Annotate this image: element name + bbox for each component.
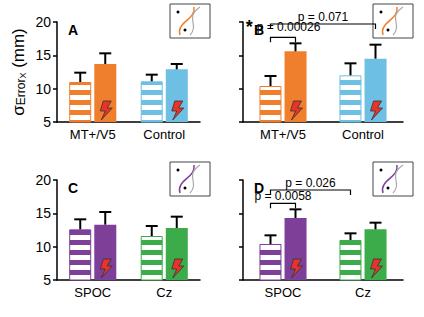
svg-text:C: C [68, 180, 78, 196]
svg-text:*: * [246, 17, 253, 37]
svg-text:Cz: Cz [156, 285, 172, 300]
svg-text:15: 15 [35, 205, 51, 221]
svg-text:20: 20 [35, 172, 51, 188]
svg-text:Control: Control [143, 127, 185, 142]
svg-text:10: 10 [35, 239, 51, 255]
svg-text:Error: Error [14, 79, 28, 106]
svg-text:(mm): (mm) [9, 28, 28, 72]
svg-text:p = 0.00026: p = 0.00026 [256, 20, 321, 35]
svg-text:MT+/V5: MT+/V5 [260, 127, 306, 142]
svg-text:σ: σ [9, 105, 28, 116]
svg-text:15: 15 [35, 47, 51, 63]
svg-text:p = 0.0058: p = 0.0058 [254, 189, 312, 204]
svg-text:SPOC: SPOC [74, 285, 111, 300]
svg-text:SPOC: SPOC [265, 285, 302, 300]
svg-text:Control: Control [342, 127, 384, 142]
svg-text:B: B [254, 22, 264, 38]
svg-text:p = 0.071: p = 0.071 [298, 10, 349, 24]
svg-text:A: A [68, 22, 78, 38]
svg-text:X: X [17, 72, 28, 79]
svg-text:5: 5 [43, 272, 51, 288]
svg-text:20: 20 [35, 14, 51, 30]
svg-text:Cz: Cz [355, 285, 371, 300]
svg-text:10: 10 [35, 81, 51, 97]
svg-text:D: D [254, 180, 264, 196]
svg-text:p = 0.026: p = 0.026 [285, 176, 336, 190]
svg-text:5: 5 [43, 114, 51, 130]
svg-text:MT+/V5: MT+/V5 [70, 127, 116, 142]
